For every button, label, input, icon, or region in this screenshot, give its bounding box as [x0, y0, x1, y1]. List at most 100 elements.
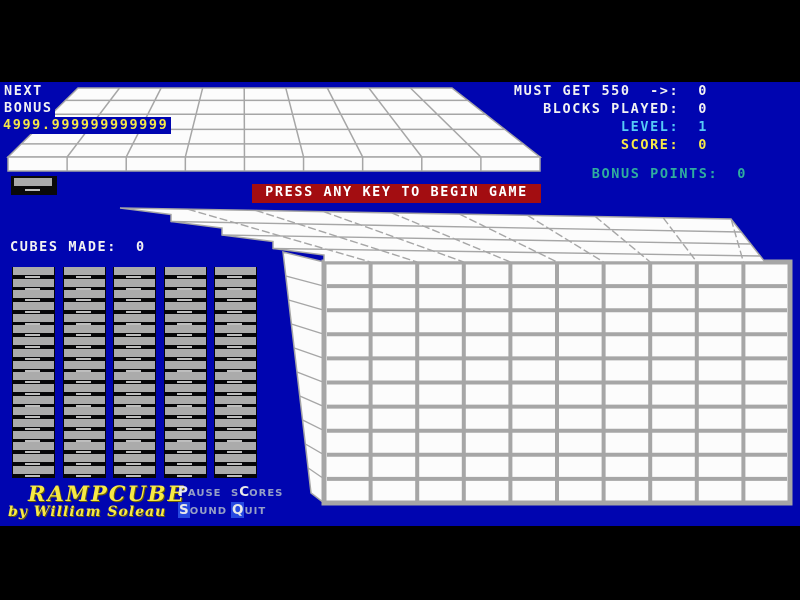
- cube-block: [164, 302, 206, 314]
- cube-highlight: [25, 287, 40, 290]
- cube-highlight: [176, 404, 192, 407]
- menu-item-pause[interactable]: Pause: [178, 485, 222, 501]
- cube-block: [13, 454, 54, 465]
- cube-block: [63, 302, 105, 314]
- cube-highlight: [227, 311, 242, 314]
- cube-block: [114, 372, 155, 384]
- cube-stack-column: [113, 267, 156, 479]
- cube-highlight: [75, 346, 91, 349]
- cube-block: [215, 395, 256, 407]
- cube-block: [13, 383, 54, 395]
- cube-highlight: [176, 346, 192, 349]
- cube-block: [13, 302, 54, 314]
- cube-block: [114, 383, 155, 395]
- cube-block: [164, 348, 206, 360]
- cube-highlight: [126, 451, 141, 454]
- stat-label: MUST GET 550 ->:: [513, 83, 680, 99]
- stats-panel: MUST GET 550 ->: 0 BLOCKS PLAYED: 0 LEVEL:…: [514, 82, 708, 154]
- cube-highlight: [227, 474, 242, 477]
- cube-block: [13, 395, 54, 407]
- cube-block: [114, 465, 155, 477]
- stat-level: LEVEL: 1: [514, 118, 708, 136]
- menu-rest: ound: [189, 506, 228, 517]
- menu-item-sound[interactable]: Sound: [178, 502, 226, 519]
- cube-block: [164, 360, 206, 372]
- cube-stack-column: [163, 267, 207, 479]
- stat-value: 0: [698, 83, 708, 99]
- cube-block: [164, 465, 206, 477]
- cube-highlight: [75, 416, 91, 419]
- cube-block: [63, 348, 105, 360]
- cube-block: [63, 267, 105, 278]
- cube-highlight: [227, 439, 242, 442]
- menu-item-scores[interactable]: sCores: [231, 485, 283, 501]
- cube-block: [215, 325, 256, 337]
- stat-value: 0: [136, 239, 146, 255]
- cube-block: [114, 278, 155, 290]
- cube-stack-column: [12, 267, 55, 479]
- cube-highlight: [227, 451, 242, 454]
- cube-block: [215, 360, 256, 372]
- cube-block: [114, 302, 155, 314]
- cube-block: [63, 383, 105, 395]
- cube-block: [215, 418, 256, 430]
- menu-hotkey: S: [178, 502, 190, 518]
- cube-highlight: [227, 287, 242, 290]
- cube-block: [13, 313, 54, 325]
- cube-highlight: [126, 357, 141, 360]
- cube-stack-column: [214, 267, 257, 479]
- cube-highlight: [176, 287, 192, 290]
- cube-block: [114, 348, 155, 360]
- stat-label: BLOCKS PLAYED:: [543, 101, 680, 117]
- stat-blocks-played: BLOCKS PLAYED: 0: [514, 100, 708, 118]
- cube-block: [114, 430, 155, 442]
- cube-block: [63, 337, 105, 349]
- cube-block: [63, 325, 105, 337]
- cube-block: [63, 454, 105, 465]
- bonus-value: 4999.999999999999: [0, 117, 172, 134]
- cube-highlight: [126, 463, 141, 465]
- cube-highlight: [227, 322, 242, 325]
- cube-highlight: [227, 357, 242, 360]
- cube-highlight: [25, 322, 40, 325]
- cube-highlight: [227, 369, 242, 372]
- bonus-label: BONUS: [2, 100, 55, 117]
- cube-highlight: [25, 427, 40, 430]
- cube-block: [164, 442, 206, 454]
- cube-block: [114, 407, 155, 419]
- cube-block: [63, 395, 105, 407]
- cube-highlight: [75, 299, 91, 302]
- cube-highlight: [25, 189, 40, 191]
- cube-highlight: [75, 427, 91, 430]
- game-byline: by William Soleau: [8, 504, 167, 520]
- cube-highlight: [176, 381, 192, 384]
- cube-block: [215, 407, 256, 419]
- cube-block: [164, 290, 206, 302]
- cube-highlight: [25, 392, 40, 395]
- cube-block: [63, 278, 105, 290]
- cube-block: [114, 337, 155, 349]
- next-label: NEXT: [2, 83, 45, 100]
- menu-rest: ause: [187, 488, 222, 499]
- cube-highlight: [75, 474, 91, 477]
- cube-highlight: [227, 299, 242, 302]
- cube-highlight: [126, 392, 141, 395]
- cube-stacks: [12, 267, 257, 479]
- menu-rest: ores: [249, 488, 284, 499]
- cube-highlight: [75, 334, 91, 337]
- menu-item-quit[interactable]: Quit: [231, 502, 283, 519]
- stat-label: LEVEL:: [620, 119, 680, 135]
- cube-block: [63, 372, 105, 384]
- cube-block: [215, 372, 256, 384]
- cube-block: [13, 407, 54, 419]
- cube-highlight: [227, 427, 242, 430]
- cube-block: [215, 313, 256, 325]
- cube-block: [164, 454, 206, 465]
- cube-highlight: [75, 404, 91, 407]
- menu-bar: Pause sCores Sound Quit: [178, 485, 283, 519]
- cube-block: [114, 418, 155, 430]
- cube-highlight: [75, 311, 91, 314]
- cube-highlight: [25, 381, 40, 384]
- cube-block: [114, 454, 155, 465]
